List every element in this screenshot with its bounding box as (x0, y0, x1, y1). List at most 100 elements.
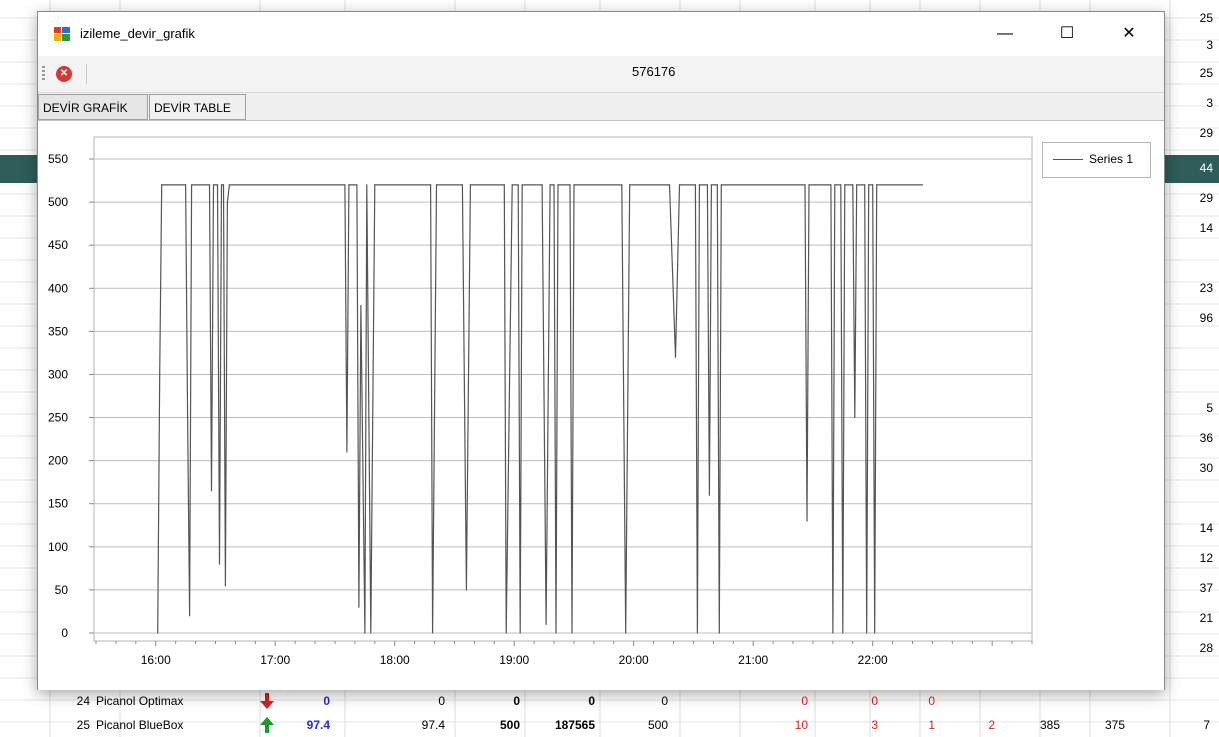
right-column-value: 29 (1199, 126, 1213, 140)
data-point (549, 184, 551, 186)
data-point (461, 184, 464, 186)
table-row[interactable]: 25 Picanol BlueBox 97.4 97.4 500 187565 500 10 3… (0, 714, 1219, 736)
minimize-button[interactable]: — (982, 12, 1028, 56)
title-bar[interactable]: izileme_devir_grafik — ☐ ✕ (38, 12, 1164, 56)
x-tick-label: 16:00 (141, 653, 171, 667)
tab-devir-table[interactable]: DEVİR TABLE (149, 94, 246, 120)
data-point (696, 632, 699, 634)
data-point (159, 373, 161, 376)
toolbar-separator (86, 64, 87, 84)
data-point (852, 184, 854, 186)
data-point (346, 451, 348, 453)
data-point (842, 632, 844, 634)
data-point (469, 184, 471, 186)
table-cell-r5 (1010, 690, 1060, 712)
close-icon: ✕ (1122, 25, 1136, 42)
table-cell-name: Picanol Optimax (96, 694, 184, 708)
table-cell-r3: 1 (928, 718, 935, 732)
right-column-value: 28 (1199, 641, 1213, 655)
toolbar-grip-icon[interactable] (42, 66, 45, 82)
table-row[interactable]: 24 Picanol Optimax 0 0 0 0 0 0 0 0 (0, 690, 1219, 712)
plot-area (93, 136, 1033, 642)
data-point (808, 184, 810, 186)
x-tick-label: 17:00 (260, 653, 290, 667)
data-point (710, 184, 712, 186)
x-tick-label: 20:00 (619, 653, 649, 667)
data-point (505, 632, 507, 634)
table-cell-r1: 10 (794, 718, 808, 732)
right-column-value: 14 (1199, 521, 1213, 535)
data-point (674, 356, 677, 358)
chart-legend: Series 1 (1042, 142, 1151, 178)
table-cell-c4: 0 (661, 694, 668, 708)
right-column-value: 14 (1199, 221, 1213, 235)
data-point (718, 632, 720, 634)
tab-devir-grafik-label: DEVİR GRAFİK (43, 101, 128, 115)
table-cell-efficiency: 0 (323, 694, 330, 708)
y-tick-label: 0 (61, 626, 68, 640)
stop-button[interactable]: ✕ (56, 66, 72, 82)
data-point (872, 184, 874, 186)
right-column-value: 5 (1206, 401, 1213, 415)
right-column-value: 23 (1199, 281, 1213, 295)
y-tick-label: 350 (48, 324, 68, 338)
table-cell-c1: 0 (438, 694, 445, 708)
maximize-button[interactable]: ☐ (1044, 12, 1090, 56)
data-point (224, 585, 227, 587)
y-tick-label: 400 (48, 281, 68, 295)
y-tick-label: 550 (48, 152, 68, 166)
right-column-value: 3 (1206, 96, 1213, 110)
right-column-value: 25 (1199, 11, 1213, 25)
data-point (806, 520, 808, 522)
close-button[interactable]: ✕ (1106, 12, 1152, 56)
right-column-value: 3 (1206, 38, 1213, 52)
data-point (360, 304, 362, 307)
data-point (569, 184, 571, 186)
data-point (189, 615, 191, 617)
data-point (226, 201, 229, 203)
data-point (545, 623, 547, 625)
chart-window: izileme_devir_grafik — ☐ ✕ ✕ 576176 DEVİ… (37, 11, 1165, 690)
data-point (698, 184, 701, 186)
right-column-value: 44 (1199, 161, 1213, 175)
data-point (429, 184, 432, 186)
y-tick-label: 500 (48, 195, 68, 209)
data-point (866, 632, 868, 634)
data-point (366, 184, 368, 186)
data-point (356, 184, 358, 186)
data-point (830, 184, 832, 186)
right-column-value: 37 (1199, 581, 1213, 595)
stop-icon: ✕ (59, 68, 69, 79)
x-tick-label: 21:00 (738, 653, 768, 667)
data-point (678, 184, 681, 186)
right-column-value: 12 (1199, 551, 1213, 565)
data-point (374, 184, 376, 186)
data-point (521, 184, 523, 186)
table-cell-c3: 0 (588, 694, 595, 708)
data-point (190, 184, 193, 186)
table-cell-r1: 0 (801, 694, 808, 708)
legend-series-1-label: Series 1 (1089, 152, 1134, 166)
data-point (511, 184, 513, 186)
line-chart[interactable]: 0 50 100 150 200 250 300 350 400 450 500 550 16:00 17… (38, 121, 1162, 689)
trend-up-arrow-icon (260, 717, 274, 733)
data-point (216, 184, 219, 186)
data-point (864, 184, 866, 186)
data-point (228, 184, 231, 186)
y-tick-label: 300 (48, 367, 68, 381)
table-cell-r6: 375 (1104, 718, 1125, 732)
data-point (834, 184, 836, 186)
table-cell-name: Picanol BlueBox (96, 718, 184, 732)
table-cell-efficiency: 97.4 (306, 718, 330, 732)
tab-devir-grafik[interactable]: DEVİR GRAFİK (38, 94, 148, 120)
data-point (571, 632, 573, 634)
data-point (370, 632, 372, 634)
data-point (874, 632, 876, 634)
data-point (844, 184, 846, 186)
data-point (348, 184, 350, 186)
data-point (694, 184, 697, 186)
data-point (161, 184, 163, 186)
data-point (208, 184, 211, 186)
table-cell-c2: 500 (499, 718, 520, 732)
x-tick-label: 22:00 (858, 653, 888, 667)
